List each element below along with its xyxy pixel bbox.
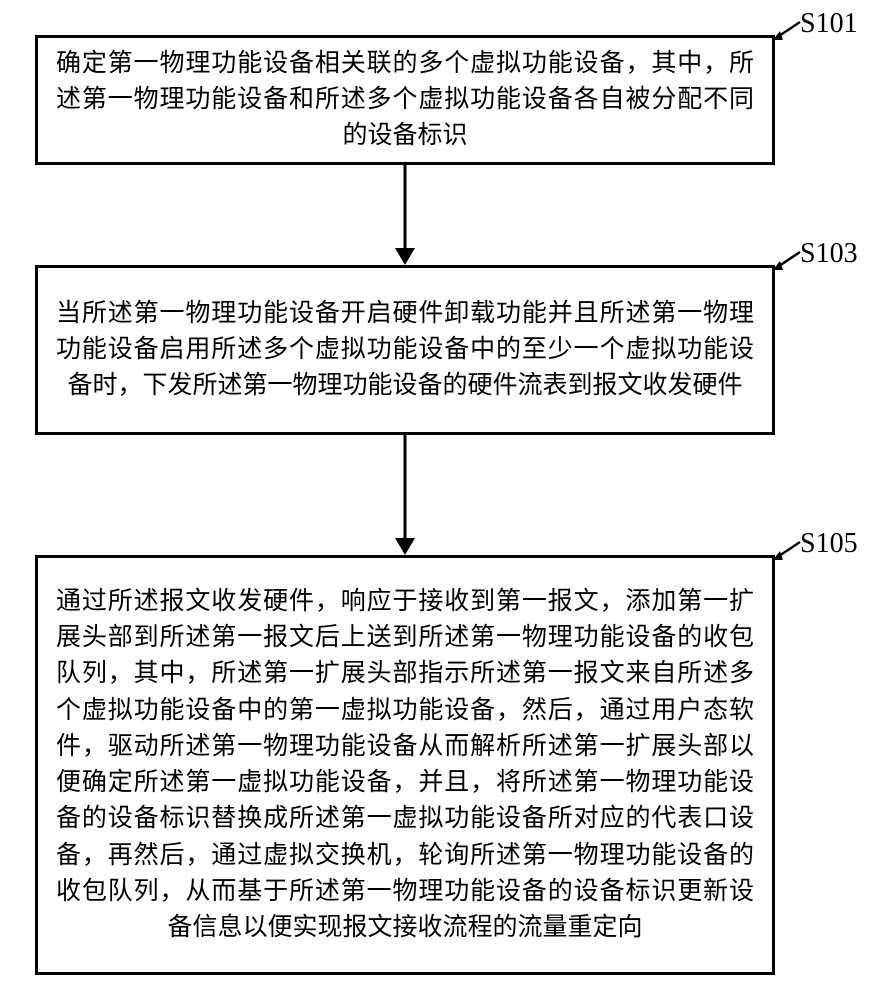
flow-step-s105-text: 通过所述报文收发硬件，响应于接收到第一报文，添加第一扩展头部到所述第一报文后上送… <box>56 584 754 947</box>
step-label-s103: S103 <box>800 238 858 270</box>
step-label-s101: S101 <box>800 8 858 40</box>
flow-step-s103-text: 当所述第一物理功能设备开启硬件卸载功能并且所述第一物理功能设备启用所述多个虚拟功… <box>56 296 754 405</box>
step-label-s105: S105 <box>800 528 858 560</box>
flow-step-s103: 当所述第一物理功能设备开启硬件卸载功能并且所述第一物理功能设备启用所述多个虚拟功… <box>35 265 775 435</box>
flowchart-canvas: 确定第一物理功能设备相关联的多个虚拟功能设备，其中，所述第一物理功能设备和所述多… <box>0 0 887 1000</box>
flow-step-s101: 确定第一物理功能设备相关联的多个虚拟功能设备，其中，所述第一物理功能设备和所述多… <box>35 35 775 165</box>
flow-step-s101-text: 确定第一物理功能设备相关联的多个虚拟功能设备，其中，所述第一物理功能设备和所述多… <box>56 46 754 155</box>
flow-step-s105: 通过所述报文收发硬件，响应于接收到第一报文，添加第一扩展头部到所述第一报文后上送… <box>35 555 775 975</box>
